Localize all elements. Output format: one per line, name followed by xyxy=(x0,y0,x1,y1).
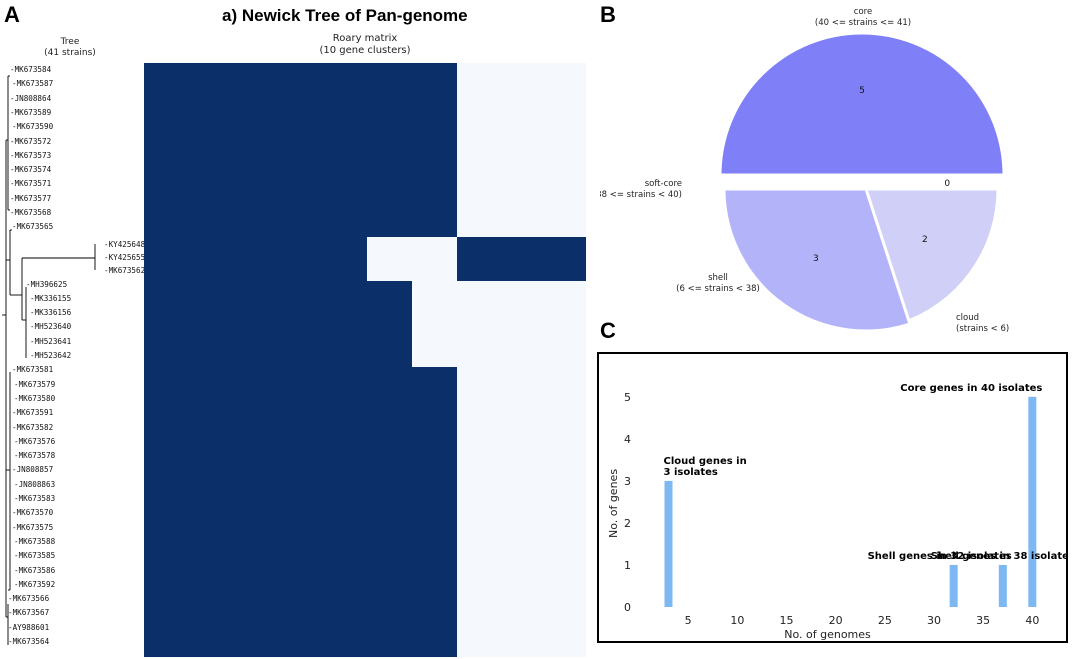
x-tick-label: 10 xyxy=(730,614,744,627)
bar-annotation: Core genes in 40 isolates xyxy=(900,383,1042,394)
pie-value-label: 5 xyxy=(859,86,865,96)
matrix-core-block xyxy=(144,63,457,657)
y-tick-label: 3 xyxy=(624,475,631,488)
strain-label: -JN808863 xyxy=(14,479,56,489)
strain-label: -MK673589 xyxy=(10,107,52,117)
strain-label: -MK673585 xyxy=(14,551,56,561)
bar xyxy=(1028,396,1037,607)
strain-label: -MH396625 xyxy=(26,279,68,289)
strain-label: -MK673588 xyxy=(14,536,56,546)
y-tick-label: 5 xyxy=(624,391,631,404)
x-tick-label: 15 xyxy=(780,614,794,627)
strain-label: -MK673570 xyxy=(12,508,54,518)
strain-label: -MK673576 xyxy=(14,436,56,446)
strain-label: -MK673565 xyxy=(12,222,54,232)
x-tick-label: 5 xyxy=(685,614,692,627)
bar xyxy=(998,564,1007,607)
strain-label: -MH523641 xyxy=(30,336,72,346)
strain-label: -MK673590 xyxy=(12,122,54,132)
strain-label: -MK673578 xyxy=(14,451,56,461)
pie-value-label: 0 xyxy=(944,179,950,189)
bar-annotation: Cloud genes in 3 isolates xyxy=(664,456,747,478)
bar xyxy=(949,564,958,607)
strain-label: -MH523640 xyxy=(30,322,72,332)
x-tick-label: 40 xyxy=(1025,614,1039,627)
strain-label: -MK673572 xyxy=(10,136,52,146)
strain-label: -MK673567 xyxy=(8,608,50,618)
bar-chart-frame xyxy=(597,352,1068,643)
strain-label: -MK673591 xyxy=(12,408,54,418)
strain-label: -MK673587 xyxy=(12,79,54,89)
matrix-absent-block xyxy=(457,63,586,657)
strain-label: -MK673584 xyxy=(10,65,52,74)
phylogenetic-tree xyxy=(2,75,96,645)
strain-label: -AY988601 xyxy=(8,622,50,632)
strain-label: -MK673562 xyxy=(104,266,146,275)
bar-annotation: Shell genes in 38 isolates xyxy=(931,551,1068,562)
strain-label: -KY425648 xyxy=(104,240,146,249)
bar-chart: 0 1 2 3 4 5 5 10 15 20 25 30 35 40 No. of genomes No. o… xyxy=(607,383,1068,641)
pie-value-label: 2 xyxy=(922,235,928,245)
strain-label: -MK673582 xyxy=(12,422,54,432)
matrix-absent-cell xyxy=(367,237,457,281)
pie-value-label: 3 xyxy=(813,254,819,264)
pie-slice-label: soft-core (38 <= strains < 40) xyxy=(600,179,682,200)
x-tick-label: 20 xyxy=(829,614,843,627)
strain-label: -JN808857 xyxy=(12,465,54,475)
panel-letter-c: C xyxy=(600,318,616,343)
strain-label: -MK673592 xyxy=(14,579,56,589)
strain-label: -MH523642 xyxy=(30,351,72,360)
panel-letter-b: B xyxy=(600,2,616,27)
strain-label: -MK336155 xyxy=(30,293,72,303)
x-tick-label: 30 xyxy=(927,614,941,627)
panel-a-title: a) Newick Tree of Pan-genome xyxy=(222,6,468,25)
x-tick-label: 35 xyxy=(976,614,990,627)
y-tick-label: 1 xyxy=(624,559,631,572)
pie-slice xyxy=(722,187,912,333)
strain-label: -MK673571 xyxy=(10,179,52,189)
strain-label: -MK673580 xyxy=(14,393,56,403)
y-axis-label: No. of genes xyxy=(607,469,620,538)
y-tick-label: 2 xyxy=(624,517,631,530)
strain-label: -KY425655 xyxy=(104,253,146,262)
y-tick-label: 4 xyxy=(624,433,631,446)
bar xyxy=(664,480,673,607)
pie-slice-label: shell (6 <= strains < 38) xyxy=(676,273,760,294)
strain-label: -MK673581 xyxy=(12,365,54,375)
strain-label: -MK673586 xyxy=(14,565,56,575)
panel-letter-a: A xyxy=(4,2,20,27)
pie-slice-label: core (40 <= strains <= 41) xyxy=(815,7,911,28)
x-tick-label: 25 xyxy=(878,614,892,627)
bar-annotation: Shell genes in 32 isolates xyxy=(868,551,1012,562)
matrix-absent-cell xyxy=(412,281,457,367)
strain-label: -MK673583 xyxy=(14,494,56,503)
matrix-label: Roary matrix (10 gene clusters) xyxy=(319,33,411,56)
roary-matrix xyxy=(144,63,586,657)
y-tick-label: 0 xyxy=(624,601,631,614)
x-axis-label: No. of genomes xyxy=(784,628,871,641)
matrix-present-cell xyxy=(457,237,586,281)
pie-slice-label: cloud (strains < 6) xyxy=(956,313,1009,334)
strain-label: -JN808864 xyxy=(10,93,52,103)
strain-label: -MK673574 xyxy=(10,165,52,175)
strain-label: -MK673577 xyxy=(10,193,52,203)
strain-label: -MK673575 xyxy=(12,522,54,532)
strain-label: -MK336156 xyxy=(30,308,72,318)
strain-label: -MK673568 xyxy=(10,208,52,217)
tree-label: Tree (41 strains) xyxy=(44,37,96,58)
strain-label: -MK673564 xyxy=(8,637,50,646)
strain-label: -MK673573 xyxy=(10,150,52,160)
pie-slice xyxy=(718,31,1006,177)
pie-chart: 5 core (40 <= strains <= 41) 0 soft-core (38 … xyxy=(600,7,1009,334)
strain-label: -MK673579 xyxy=(14,379,56,389)
strain-label: -MK673566 xyxy=(8,594,50,604)
